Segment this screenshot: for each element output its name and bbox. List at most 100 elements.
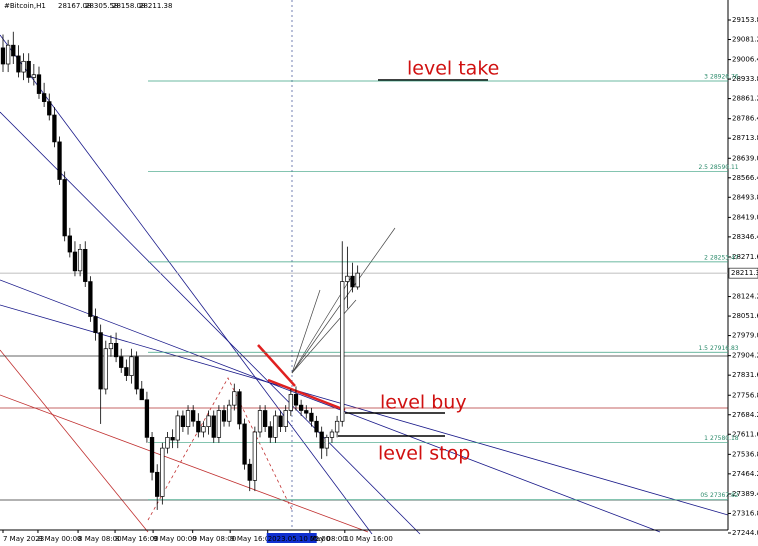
header-price: 28158.08 (112, 2, 145, 10)
y-tick-label: 28639.00 (732, 154, 758, 162)
candle-body (185, 410, 191, 427)
x-tick-label: 9 May 08:00 (193, 535, 237, 543)
annotation: level buy (380, 392, 467, 414)
candle-body (350, 275, 355, 288)
fib-level-price: 27367.82 (710, 492, 739, 499)
fib-level-name: 1.5 (698, 345, 708, 352)
y-tick-label: 28271.60 (732, 253, 758, 261)
candle-body (191, 410, 196, 422)
annotation: level take (407, 58, 499, 80)
y-tick-label: 27464.20 (732, 470, 758, 478)
candle-body (165, 437, 170, 449)
fib-level-price: 28926.76 (710, 73, 739, 80)
fib-level-price: 27916.83 (710, 345, 739, 352)
candle-body (201, 426, 206, 433)
fib-level-name: 3 (704, 73, 708, 80)
candle-body (149, 437, 155, 473)
candle-body (273, 415, 278, 438)
candle-body (83, 248, 88, 282)
candle-body (242, 423, 247, 465)
candle-body (355, 272, 360, 288)
x-tick-label: 8 May 16:00 (115, 535, 159, 543)
candle-body (67, 235, 72, 253)
candle-body (5, 44, 11, 65)
y-tick-label: 28566.40 (732, 174, 758, 182)
candle-body (252, 431, 258, 481)
x-tick-label: 8 May 08:00 (78, 535, 122, 543)
y-tick-label: 27979.00 (732, 332, 758, 340)
header-price: 28167.08 (58, 2, 91, 10)
current-price-box (728, 267, 758, 279)
annotation: level stop (378, 443, 470, 465)
candle-body (57, 141, 62, 180)
candle-body (129, 356, 134, 376)
candle-body (247, 463, 252, 481)
candle-body (324, 437, 329, 449)
y-tick-label: 27831.60 (732, 371, 758, 379)
fib-level-name: 2.5 (698, 164, 708, 171)
candle-body (232, 391, 237, 406)
fib-level-name: 0S (700, 492, 708, 499)
candle-body (304, 410, 309, 414)
y-tick-label: 28786.40 (732, 115, 758, 123)
candle-body (16, 55, 21, 73)
candle-body (334, 420, 340, 433)
candle-body (21, 60, 26, 73)
candle-body (196, 420, 201, 433)
candle-body (293, 394, 299, 406)
candle-body (314, 420, 319, 433)
candle-body (160, 447, 165, 497)
y-tick-label: 29006.40 (732, 56, 758, 64)
x-tick-label: May 08:00 (310, 535, 347, 543)
fib-level-name: 2 (704, 254, 708, 261)
y-tick-label: 27316.80 (732, 509, 758, 517)
candle-body (93, 316, 98, 333)
y-tick-label: 27904.20 (732, 352, 758, 360)
candle-body (119, 356, 124, 368)
fib-level-price: 28253.47 (710, 254, 739, 261)
candle-body (180, 415, 186, 427)
candle-body (227, 404, 232, 422)
y-tick-label: 27244.00 (732, 529, 758, 537)
fib-level-price: 27580.18 (710, 435, 739, 442)
candle-body (113, 343, 119, 358)
candle-body (170, 437, 175, 441)
x-tick-label: 9 May 16:00 (230, 535, 274, 543)
x-tick-label: 10 May 16:00 (345, 535, 393, 543)
candle-body (124, 367, 129, 376)
candle-body (77, 248, 83, 272)
candle-body (155, 471, 160, 497)
y-tick-label: 29081.20 (732, 36, 758, 44)
candle-body (52, 114, 57, 143)
candle-body (144, 399, 150, 438)
y-tick-label: 28933.80 (732, 75, 758, 83)
candle-body (216, 410, 222, 438)
y-tick-label: 28493.80 (732, 193, 758, 201)
candle-body (340, 281, 345, 422)
y-tick-label: 27756.80 (732, 391, 758, 399)
candle-body (134, 356, 139, 390)
y-tick-label: 28861.20 (732, 95, 758, 103)
x-tick-label: 9 May 00:00 (153, 535, 197, 543)
x-tick-label: 8 May 00:00 (38, 535, 82, 543)
candle-body (26, 60, 31, 78)
fib-level-name: 1 (704, 435, 708, 442)
header-price: 28305.58 (85, 2, 118, 10)
candle-body (309, 412, 314, 422)
candle-body (257, 410, 263, 433)
candle-body (0, 47, 6, 65)
candle-body (47, 101, 52, 116)
candle-body (98, 332, 103, 390)
y-tick-label: 27536.80 (732, 450, 758, 458)
candle-body (345, 275, 350, 282)
y-tick-label: 27389.40 (732, 490, 758, 498)
fib-level-price: 28590.11 (710, 164, 739, 171)
candle-body (41, 93, 47, 102)
y-tick-label: 27611.60 (732, 430, 758, 438)
candle-body (262, 410, 268, 427)
y-tick-label: 28346.40 (732, 233, 758, 241)
candle-body (283, 410, 288, 427)
current-price-label: 28211.38 (731, 269, 758, 277)
candle-body (329, 431, 335, 438)
